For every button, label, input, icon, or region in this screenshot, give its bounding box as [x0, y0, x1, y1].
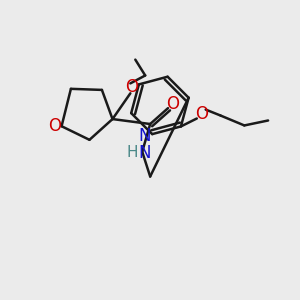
Text: O: O	[125, 78, 138, 96]
Text: N: N	[138, 144, 151, 162]
Text: O: O	[167, 95, 179, 113]
Text: O: O	[195, 105, 208, 123]
Text: H: H	[127, 145, 138, 160]
Text: N: N	[138, 127, 151, 145]
Text: O: O	[48, 117, 61, 135]
